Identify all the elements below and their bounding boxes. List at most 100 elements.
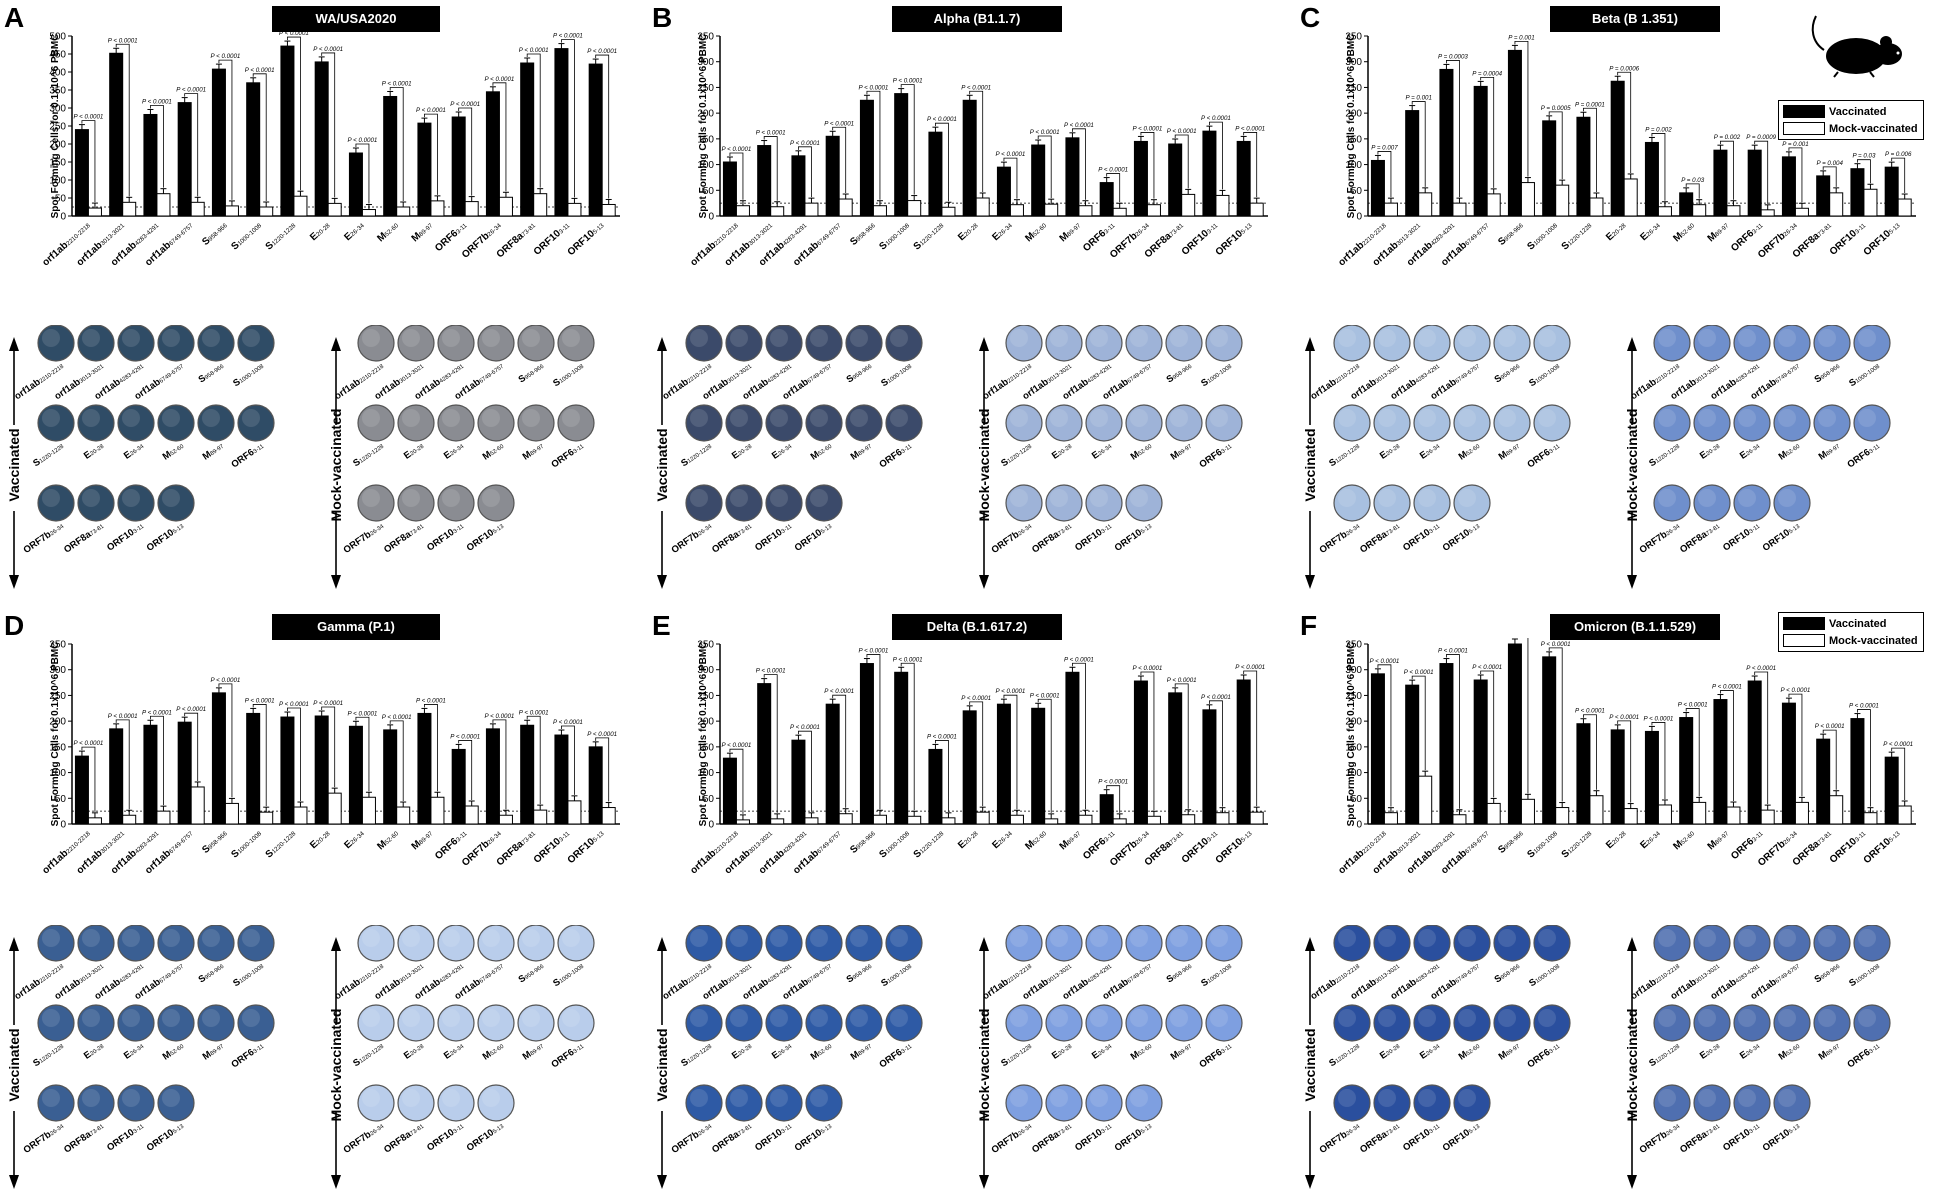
bar-mock xyxy=(464,201,479,217)
well-label: S1220-1228 xyxy=(351,1040,386,1069)
bar-vaccinated xyxy=(211,692,226,825)
well-label: S1000-1008 xyxy=(1199,360,1234,389)
y-tick-label: 450 xyxy=(49,50,66,61)
well-label: ORF7b26-34 xyxy=(1318,520,1363,556)
well-label: M52-60 xyxy=(161,1040,187,1063)
well-highlight xyxy=(202,409,220,427)
well-highlight xyxy=(82,489,100,507)
elispot-well-mock xyxy=(1005,1084,1043,1122)
well-label: M89-97 xyxy=(1817,1040,1842,1062)
x-tick-label: S958-966 xyxy=(200,828,230,856)
elispot-well-mock xyxy=(477,404,515,442)
p-value-label: P < 0.0001 xyxy=(587,48,617,55)
bar-mock xyxy=(601,203,616,217)
well-label: ORF105-13 xyxy=(1113,520,1155,554)
well-highlight xyxy=(690,329,708,347)
significance-bracket xyxy=(935,740,949,812)
elispot-well-mock xyxy=(517,404,555,442)
significance-bracket xyxy=(1891,747,1906,800)
bar-mock xyxy=(804,202,819,217)
well-highlight xyxy=(1130,1089,1148,1107)
elispot-well-vaccinated xyxy=(117,325,155,362)
well-label: M52-60 xyxy=(481,440,507,463)
significance-bracket xyxy=(900,662,915,811)
bar-mock xyxy=(804,817,819,825)
well-label: M89-97 xyxy=(201,1040,226,1062)
well-highlight xyxy=(1130,409,1148,427)
bar-vaccinated xyxy=(280,716,295,825)
mock-vaccinated-label: Mock-vaccinated xyxy=(328,409,344,522)
well-label: ORF103-11 xyxy=(425,520,466,553)
bar-mock xyxy=(1383,812,1398,825)
well-highlight xyxy=(242,1009,260,1027)
elispot-well-vaccinated xyxy=(885,404,923,442)
well-highlight xyxy=(1858,329,1876,347)
well-highlight xyxy=(1378,1089,1396,1107)
elispot-well-mock xyxy=(357,484,395,522)
x-tick-label: E20-28 xyxy=(1604,828,1628,852)
bar-vaccinated xyxy=(177,721,192,825)
well-highlight xyxy=(122,1089,140,1107)
well-label: M52-60 xyxy=(481,1040,507,1063)
bar-vaccinated xyxy=(109,728,124,825)
elispot-well-vaccinated xyxy=(1373,925,1411,962)
chart-panel-f: Spot Forming Cells for 0.1x10^6 PBMC 0 50 1… xyxy=(1336,638,1916,876)
p-value-label: P < 0.0001 xyxy=(859,648,889,655)
well-highlight xyxy=(1538,329,1556,347)
x-tick-label: ORF103-11 xyxy=(1828,220,1869,258)
p-value-label: P < 0.0001 xyxy=(416,697,446,704)
well-highlight xyxy=(1698,1089,1716,1107)
bar-mock xyxy=(1418,192,1433,217)
y-tick-label: 150 xyxy=(1345,742,1362,753)
p-value-label: P = 0.007 xyxy=(1371,144,1398,151)
well-highlight xyxy=(1498,329,1516,347)
well-highlight xyxy=(1090,489,1108,507)
elispot-well-mock xyxy=(1653,325,1691,362)
p-value-label: P < 0.0001 xyxy=(1849,703,1879,710)
elispot-well-vaccinated xyxy=(805,925,843,962)
elispot-well-mock xyxy=(1085,325,1123,362)
elispot-well-mock xyxy=(1693,484,1731,522)
p-value-label: P < 0.0001 xyxy=(790,724,820,731)
well-label: M89-97 xyxy=(521,1040,546,1062)
well-label: S1220-1228 xyxy=(31,440,66,469)
x-tick-label: E26-34 xyxy=(1638,828,1662,852)
elispot-well-mock xyxy=(1733,484,1771,522)
significance-bracket xyxy=(252,73,267,201)
bar-vaccinated xyxy=(1713,149,1728,217)
bar-vaccinated xyxy=(485,91,500,217)
p-value-label: P < 0.0001 xyxy=(756,130,786,137)
well-highlight xyxy=(362,409,380,427)
arrow-down-head xyxy=(331,1175,341,1189)
well-label: ORF103-11 xyxy=(753,1120,794,1153)
bar-vaccinated xyxy=(109,52,124,217)
elispot-well-vaccinated xyxy=(117,925,155,962)
wells-panel-b: Vaccinated Mock-vaccinatedorf1ab2210-2218… xyxy=(654,325,1243,589)
elispot-well-vaccinated xyxy=(37,484,75,522)
bar-vaccinated xyxy=(1884,166,1899,217)
well-highlight xyxy=(770,409,788,427)
well-highlight xyxy=(1538,409,1556,427)
bar-vaccinated xyxy=(1884,756,1899,825)
p-value-label: P < 0.0001 xyxy=(756,668,786,675)
elispot-well-mock xyxy=(1125,325,1163,362)
significance-bracket xyxy=(1685,708,1700,797)
x-tick-label: E26-34 xyxy=(990,828,1014,852)
well-highlight xyxy=(1458,1009,1476,1027)
bar-mock xyxy=(87,207,102,217)
p-value-label: P < 0.0001 xyxy=(859,84,889,91)
elispot-well-mock xyxy=(1653,404,1691,442)
well-highlight xyxy=(770,329,788,347)
bar-vaccinated xyxy=(1542,656,1557,825)
well-highlight xyxy=(242,329,260,347)
bar-vaccinated xyxy=(722,161,737,217)
p-value-label: P < 0.0001 xyxy=(722,742,752,749)
y-tick-label: 50 xyxy=(55,194,67,205)
p-value-label: P < 0.0001 xyxy=(485,713,515,720)
well-highlight xyxy=(522,929,540,947)
bar-vaccinated xyxy=(928,131,943,217)
well-label: ORF8a73-81 xyxy=(710,1120,754,1155)
x-tick-label: S1000-1008 xyxy=(229,220,264,253)
well-highlight xyxy=(1458,329,1476,347)
well-label: S1000-1008 xyxy=(1527,960,1562,989)
